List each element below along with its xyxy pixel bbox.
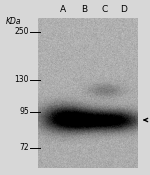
Text: KDa: KDa [6, 18, 22, 26]
Text: 250: 250 [15, 27, 29, 37]
Text: A: A [60, 5, 66, 15]
Text: 95: 95 [19, 107, 29, 117]
Text: D: D [121, 5, 128, 15]
Text: C: C [102, 5, 108, 15]
Text: B: B [81, 5, 87, 15]
Text: 72: 72 [19, 144, 29, 152]
Text: 130: 130 [15, 75, 29, 85]
